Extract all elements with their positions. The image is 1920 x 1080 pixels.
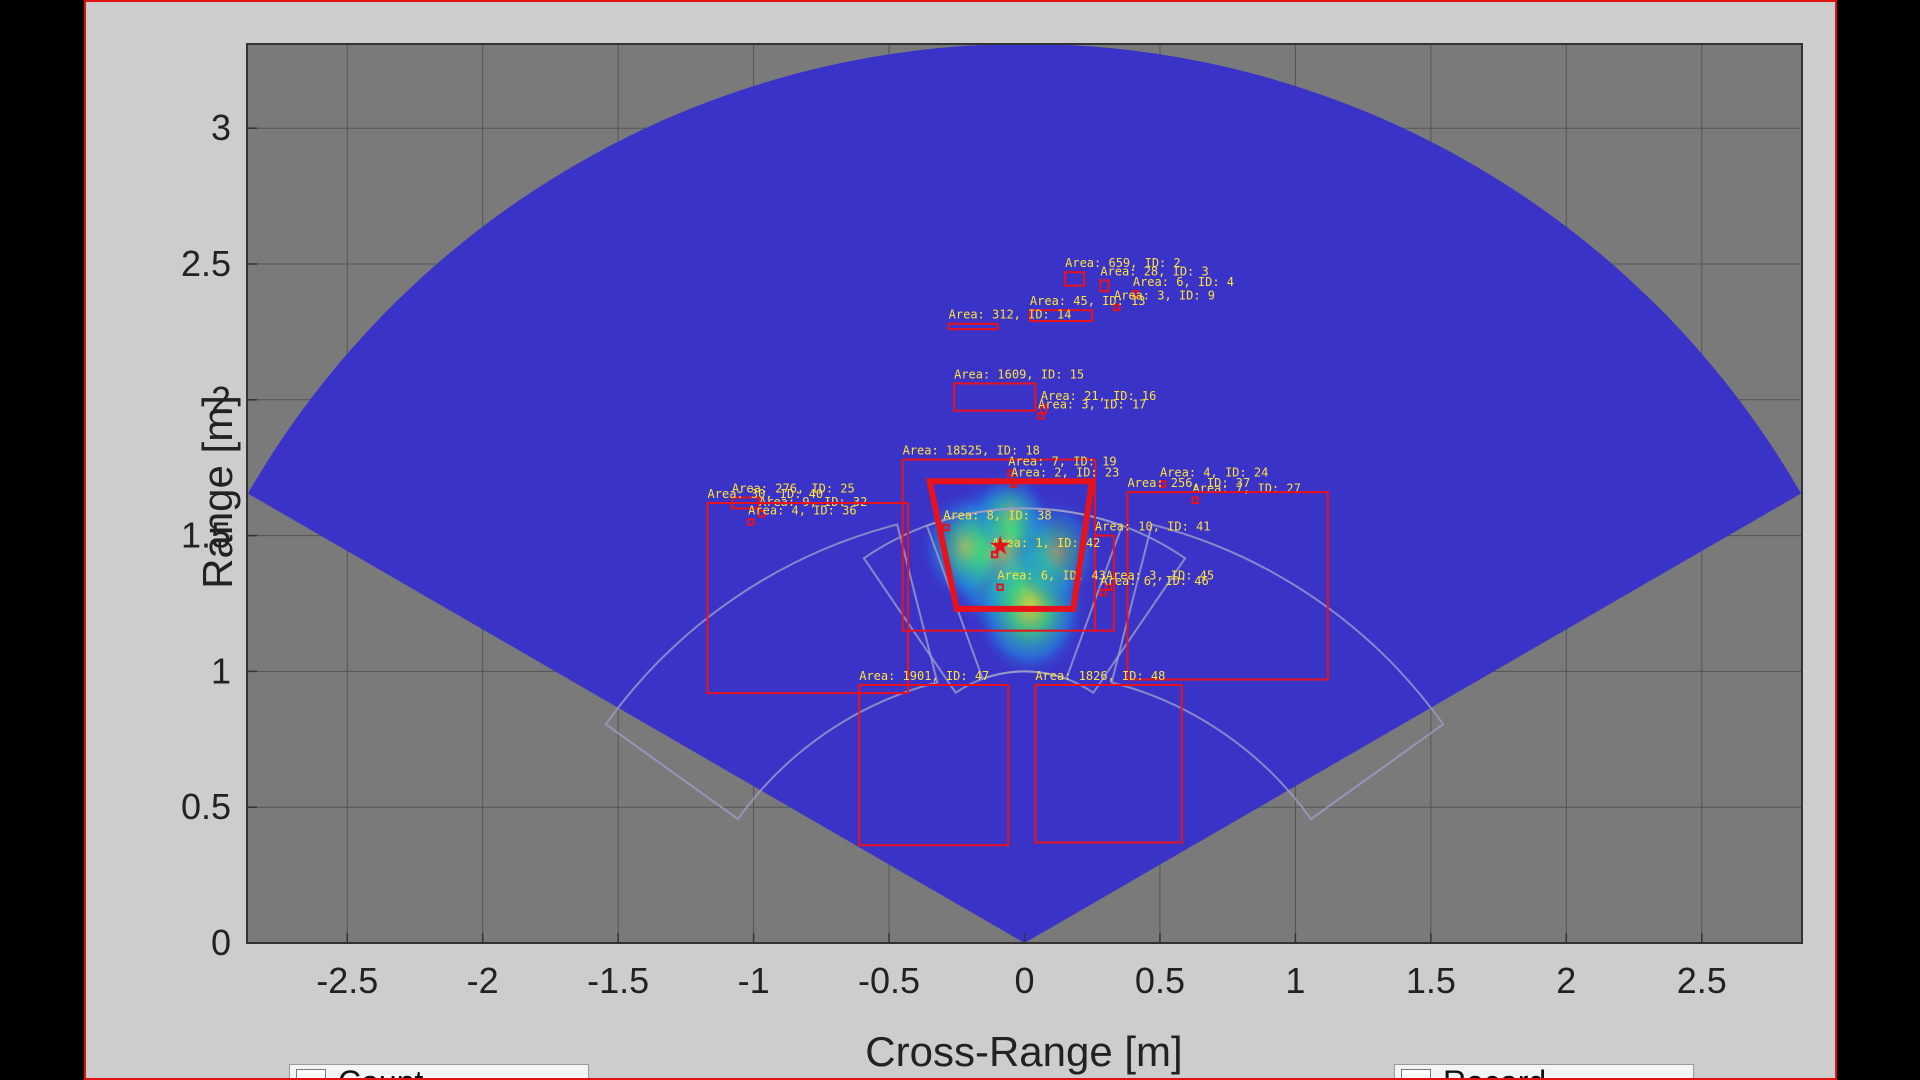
region-outline xyxy=(1110,523,1445,821)
detection-box-label: Area: 3, ID: 17 xyxy=(1038,397,1146,411)
detection-box-label: Area: 276, ID: 25 xyxy=(732,482,855,496)
detection-box xyxy=(706,502,910,695)
x-tick-label: 0 xyxy=(1014,960,1034,1001)
detection-box-label: Area: 6, ID: 43 xyxy=(997,568,1105,582)
y-tick-label: 3 xyxy=(211,107,231,148)
y-tick-label: 1.5 xyxy=(181,515,231,556)
detection-box-label: Area: 30, ID: 40 xyxy=(708,487,824,501)
x-tick-label: 1.5 xyxy=(1406,960,1456,1001)
x-tick-label: 0.5 xyxy=(1135,960,1185,1001)
y-tick-label: 0 xyxy=(211,922,231,963)
y-tick-label: 1 xyxy=(211,650,231,691)
detection-box-label: Area: 256, ID: 37 xyxy=(1127,476,1250,490)
y-axis-label: Range [m] xyxy=(194,395,241,589)
detection-box xyxy=(858,683,1010,847)
detection-box-label: Area: 1826, ID: 48 xyxy=(1035,669,1165,683)
detection-box xyxy=(1099,588,1107,597)
detection-box-label: Area: 45, ID: 13 xyxy=(1030,294,1146,308)
region-outline xyxy=(604,523,939,821)
detection-box-label: Area: 3, ID: 9 xyxy=(1114,289,1215,303)
detection-box xyxy=(747,518,755,526)
x-tick-label: -2.5 xyxy=(316,960,378,1001)
x-tick-label: 2 xyxy=(1556,960,1576,1001)
detection-box xyxy=(1007,469,1015,477)
detection-box-label: Area: 1609, ID: 15 xyxy=(954,368,1084,382)
detection-box xyxy=(1158,480,1167,488)
detection-box-label: Area: 21, ID: 16 xyxy=(1041,389,1157,403)
detection-box-label: Area: 312, ID: 14 xyxy=(949,308,1072,322)
count-checkbox[interactable] xyxy=(296,1069,326,1078)
detection-box-label: Area: 4, ID: 24 xyxy=(1160,465,1268,479)
detection-box-label: Area: 2, ID: 23 xyxy=(1011,465,1119,479)
detection-box xyxy=(1099,279,1110,293)
detection-box xyxy=(1104,583,1113,591)
detection-box-label: Area: 4, ID: 36 xyxy=(748,503,856,517)
region-outline xyxy=(925,507,1187,695)
x-tick-label: 1 xyxy=(1285,960,1305,1001)
detection-box xyxy=(758,510,766,518)
detection-box xyxy=(1028,309,1094,323)
x-tick-label: -1.5 xyxy=(587,960,649,1001)
detection-box xyxy=(1112,303,1121,312)
x-tick-label: -2 xyxy=(467,960,499,1001)
detection-box xyxy=(942,523,950,532)
detection-box-label: Area: 6, ID: 4 xyxy=(1133,275,1234,289)
detection-box xyxy=(990,550,999,559)
x-tick-label: 2.5 xyxy=(1677,960,1727,1001)
detection-box xyxy=(947,322,999,331)
detection-box-label: Area: 659, ID: 2 xyxy=(1065,256,1181,270)
heat-hotspot xyxy=(973,467,1048,561)
y-tick-label: 2 xyxy=(211,379,231,420)
x-tick-label: -0.5 xyxy=(858,960,920,1001)
peak-marker: ★ xyxy=(988,531,1011,561)
detection-box xyxy=(1093,534,1115,632)
axis-ticks: -2.5 -2 -1.5 -1 -0.5 0 0.5 1 1.5 2 2.5 0 0.5 1 1.5 2 2.5… xyxy=(181,107,1727,1001)
detection-box xyxy=(1064,271,1086,287)
detection-box xyxy=(1126,491,1329,681)
detection-box xyxy=(996,583,1004,591)
detection-box xyxy=(1034,683,1183,844)
detection-box-label: Area: 28, ID: 3 xyxy=(1100,264,1208,278)
record-checkbox[interactable] xyxy=(1401,1069,1431,1078)
detection-box-label: Area: 1, ID: 42 xyxy=(992,536,1100,550)
record-label: Record xyxy=(1443,1064,1546,1078)
y-tick-label: 0.5 xyxy=(181,786,231,827)
target-outline xyxy=(925,478,1096,612)
record-control[interactable]: Record xyxy=(1394,1064,1694,1078)
count-control[interactable]: Count xyxy=(289,1064,589,1078)
count-label: Count xyxy=(338,1064,423,1078)
detection-box-label: Area: 8, ID: 38 xyxy=(943,509,1051,523)
detection-box-label: Area: 10, ID: 41 xyxy=(1095,520,1211,534)
detection-box xyxy=(1037,412,1045,420)
detection-box xyxy=(1191,496,1199,505)
detection-box-label: Area: 6, ID: 46 xyxy=(1100,574,1208,588)
x-axis-label: Cross-Range [m] xyxy=(865,1028,1182,1075)
detection-box-label: Area: 18525, ID: 18 xyxy=(903,444,1040,458)
x-tick-label: -1 xyxy=(738,960,770,1001)
y-tick-label: 2.5 xyxy=(181,243,231,284)
detection-box-label: Area: 7, ID: 19 xyxy=(1008,454,1116,468)
detection-box-label: Area: 1901, ID: 47 xyxy=(859,669,989,683)
detection-box-label: Area: 3, ID: 45 xyxy=(1106,568,1214,582)
detection-box xyxy=(1131,290,1140,298)
figure-window: Area: 659, ID: 2 Area: 28, ID: 3 Area: 6, … xyxy=(84,0,1837,1080)
detection-box xyxy=(953,382,1037,412)
